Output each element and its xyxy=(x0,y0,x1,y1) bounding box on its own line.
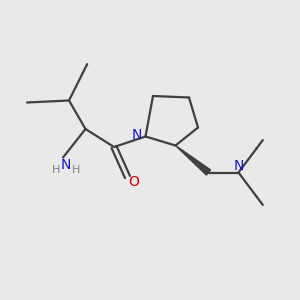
Polygon shape xyxy=(176,146,211,175)
Text: N: N xyxy=(61,158,71,172)
Text: H: H xyxy=(52,165,61,175)
Text: H: H xyxy=(71,165,80,175)
Text: N: N xyxy=(132,128,142,142)
Text: N: N xyxy=(233,159,244,173)
Text: O: O xyxy=(129,176,140,189)
